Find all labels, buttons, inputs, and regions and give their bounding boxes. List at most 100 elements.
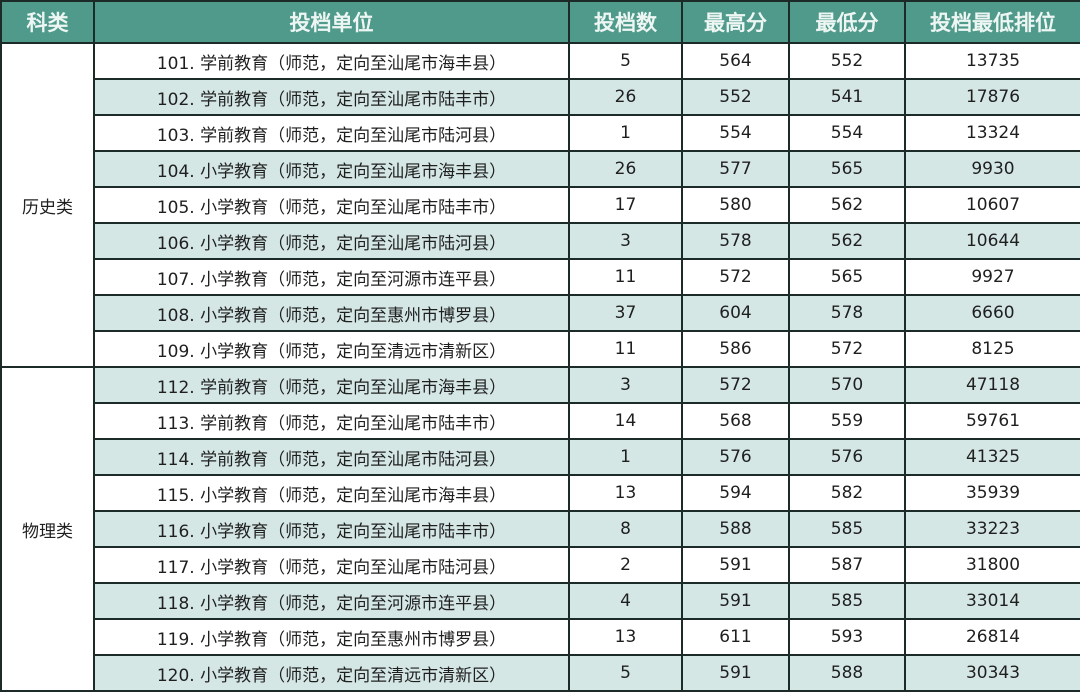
min-rank-cell: 10644	[904, 222, 1080, 260]
count-cell: 26	[568, 150, 683, 188]
count-cell: 5	[568, 42, 683, 80]
min-rank-cell: 41325	[904, 438, 1080, 476]
table-row: 103. 学前教育（师范，定向至汕尾市陆河县） 1 554 554 13324	[1, 114, 1080, 152]
count-cell: 11	[568, 330, 683, 368]
max-score-cell: 572	[681, 258, 790, 296]
min-rank-cell: 35939	[904, 474, 1080, 512]
count-cell: 2	[568, 546, 683, 584]
min-score-cell: 562	[788, 222, 906, 260]
min-score-cell: 576	[788, 438, 906, 476]
unit-cell: 102. 学前教育（师范，定向至汕尾市陆丰市）	[93, 78, 570, 116]
min-score-cell: 570	[788, 366, 906, 404]
min-rank-cell: 31800	[904, 546, 1080, 584]
min-score-cell: 559	[788, 402, 906, 440]
table-row: 115. 小学教育（师范，定向至汕尾市海丰县） 13 594 582 35939	[1, 474, 1080, 512]
min-rank-cell: 8125	[904, 330, 1080, 368]
max-score-cell: 604	[681, 294, 790, 332]
min-rank-cell: 10607	[904, 186, 1080, 224]
unit-cell: 106. 小学教育（师范，定向至汕尾市陆河县）	[93, 222, 570, 260]
min-score-cell: 588	[788, 654, 906, 692]
count-cell: 13	[568, 474, 683, 512]
category-cell: 物理类	[0, 366, 95, 692]
unit-cell: 109. 小学教育（师范，定向至清远市清新区）	[93, 330, 570, 368]
table-row: 102. 学前教育（师范，定向至汕尾市陆丰市） 26 552 541 17876	[1, 78, 1080, 116]
min-score-cell: 565	[788, 258, 906, 296]
min-score-cell: 541	[788, 78, 906, 116]
min-score-cell: 585	[788, 510, 906, 548]
table-row: 物理类 112. 学前教育（师范，定向至汕尾市海丰县） 3 572 570 47118	[0, 366, 1080, 692]
count-cell: 11	[568, 258, 683, 296]
unit-cell: 118. 小学教育（师范，定向至河源市连平县）	[93, 582, 570, 620]
min-score-cell: 562	[788, 186, 906, 224]
table-row: 105. 小学教育（师范，定向至汕尾市陆丰市） 17 580 562 10607	[1, 186, 1080, 224]
count-cell: 1	[568, 114, 683, 152]
min-score-cell: 578	[788, 294, 906, 332]
max-score-cell: 568	[681, 402, 790, 440]
min-rank-cell: 33223	[904, 510, 1080, 548]
count-cell: 13	[568, 618, 683, 656]
min-rank-cell: 59761	[904, 402, 1080, 440]
count-cell: 37	[568, 294, 683, 332]
unit-cell: 115. 小学教育（师范，定向至汕尾市海丰县）	[93, 474, 570, 512]
count-cell: 14	[568, 402, 683, 440]
max-score-cell: 591	[681, 582, 790, 620]
unit-cell: 116. 小学教育（师范，定向至汕尾市陆丰市）	[93, 510, 570, 548]
header-max-score: 最高分	[681, 0, 790, 44]
count-cell: 3	[568, 366, 683, 404]
table-row: 113. 学前教育（师范，定向至汕尾市陆丰市） 14 568 559 59761	[1, 402, 1080, 440]
count-cell: 4	[568, 582, 683, 620]
table-row: 106. 小学教育（师范，定向至汕尾市陆河县） 3 578 562 10644	[1, 222, 1080, 260]
min-score-cell: 552	[788, 42, 906, 80]
max-score-cell: 552	[681, 78, 790, 116]
min-score-cell: 554	[788, 114, 906, 152]
min-rank-cell: 47118	[904, 366, 1080, 404]
count-cell: 26	[568, 78, 683, 116]
count-cell: 3	[568, 222, 683, 260]
min-score-cell: 572	[788, 330, 906, 368]
table-row: 114. 学前教育（师范，定向至汕尾市陆河县） 1 576 576 41325	[1, 438, 1080, 476]
max-score-cell: 591	[681, 654, 790, 692]
count-cell: 1	[568, 438, 683, 476]
max-score-cell: 577	[681, 150, 790, 188]
category-cell: 历史类	[0, 42, 95, 368]
min-rank-cell: 13324	[904, 114, 1080, 152]
table-row: 117. 小学教育（师范，定向至汕尾市陆河县） 2 591 587 31800	[1, 546, 1080, 584]
table-row: 108. 小学教育（师范，定向至惠州市博罗县） 37 604 578 6660	[1, 294, 1080, 332]
unit-cell: 104. 小学教育（师范，定向至汕尾市海丰县）	[93, 150, 570, 188]
table-row: 116. 小学教育（师范，定向至汕尾市陆丰市） 8 588 585 33223	[1, 510, 1080, 548]
unit-cell: 120. 小学教育（师范，定向至清远市清新区）	[93, 654, 570, 692]
min-score-cell: 582	[788, 474, 906, 512]
min-score-cell: 587	[788, 546, 906, 584]
min-rank-cell: 13735	[904, 42, 1080, 80]
count-cell: 8	[568, 510, 683, 548]
max-score-cell: 578	[681, 222, 790, 260]
unit-cell: 112. 学前教育（师范，定向至汕尾市海丰县）	[93, 366, 570, 404]
header-category: 科类	[0, 0, 95, 44]
min-score-cell: 593	[788, 618, 906, 656]
min-rank-cell: 9927	[904, 258, 1080, 296]
max-score-cell: 586	[681, 330, 790, 368]
header-row: 科类 投档单位 投档数 最高分 最低分 投档最低排位	[0, 0, 1080, 44]
min-score-cell: 585	[788, 582, 906, 620]
unit-cell: 107. 小学教育（师范，定向至河源市连平县）	[93, 258, 570, 296]
unit-cell: 108. 小学教育（师范，定向至惠州市博罗县）	[93, 294, 570, 332]
header-count: 投档数	[568, 0, 683, 44]
max-score-cell: 594	[681, 474, 790, 512]
min-rank-cell: 9930	[904, 150, 1080, 188]
min-rank-cell: 30343	[904, 654, 1080, 692]
min-rank-cell: 33014	[904, 582, 1080, 620]
max-score-cell: 588	[681, 510, 790, 548]
table-row: 107. 小学教育（师范，定向至河源市连平县） 11 572 565 9927	[1, 258, 1080, 296]
unit-cell: 105. 小学教育（师范，定向至汕尾市陆丰市）	[93, 186, 570, 224]
unit-cell: 113. 学前教育（师范，定向至汕尾市陆丰市）	[93, 402, 570, 440]
max-score-cell: 591	[681, 546, 790, 584]
min-rank-cell: 26814	[904, 618, 1080, 656]
max-score-cell: 576	[681, 438, 790, 476]
max-score-cell: 554	[681, 114, 790, 152]
table-body: 历史类 101. 学前教育（师范，定向至汕尾市海丰县） 5 564 552 13735 10…	[0, 42, 1080, 692]
table-row: 118. 小学教育（师范，定向至河源市连平县） 4 591 585 33014	[1, 582, 1080, 620]
unit-cell: 117. 小学教育（师范，定向至汕尾市陆河县）	[93, 546, 570, 584]
unit-cell: 119. 小学教育（师范，定向至惠州市博罗县）	[93, 618, 570, 656]
max-score-cell: 572	[681, 366, 790, 404]
table-row: 104. 小学教育（师范，定向至汕尾市海丰县） 26 577 565 9930	[1, 150, 1080, 188]
